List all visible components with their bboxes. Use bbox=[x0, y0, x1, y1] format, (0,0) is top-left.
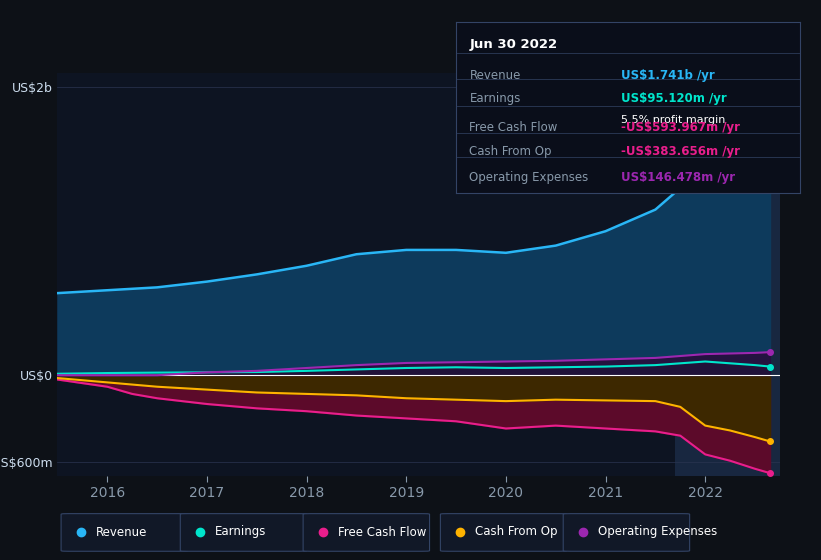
Text: -US$593.967m /yr: -US$593.967m /yr bbox=[621, 122, 741, 134]
Text: Jun 30 2022: Jun 30 2022 bbox=[470, 38, 557, 51]
Text: Free Cash Flow: Free Cash Flow bbox=[470, 122, 557, 134]
Text: Earnings: Earnings bbox=[215, 525, 266, 539]
Text: Operating Expenses: Operating Expenses bbox=[470, 171, 589, 184]
Text: Earnings: Earnings bbox=[470, 92, 521, 105]
FancyBboxPatch shape bbox=[303, 514, 429, 551]
Text: Revenue: Revenue bbox=[470, 68, 521, 82]
Text: US$146.478m /yr: US$146.478m /yr bbox=[621, 171, 736, 184]
Text: Free Cash Flow: Free Cash Flow bbox=[337, 525, 426, 539]
Text: Revenue: Revenue bbox=[96, 525, 147, 539]
Text: -US$383.656m /yr: -US$383.656m /yr bbox=[621, 146, 741, 158]
Text: US$95.120m /yr: US$95.120m /yr bbox=[621, 92, 727, 105]
Text: Cash From Op: Cash From Op bbox=[475, 525, 557, 539]
Text: Operating Expenses: Operating Expenses bbox=[598, 525, 717, 539]
Text: 5.5% profit margin: 5.5% profit margin bbox=[621, 115, 726, 125]
Text: Cash From Op: Cash From Op bbox=[470, 146, 552, 158]
FancyBboxPatch shape bbox=[440, 514, 566, 551]
Bar bbox=[676, 73, 780, 476]
FancyBboxPatch shape bbox=[563, 514, 690, 551]
FancyBboxPatch shape bbox=[181, 514, 307, 551]
FancyBboxPatch shape bbox=[61, 514, 187, 551]
Text: US$1.741b /yr: US$1.741b /yr bbox=[621, 68, 715, 82]
